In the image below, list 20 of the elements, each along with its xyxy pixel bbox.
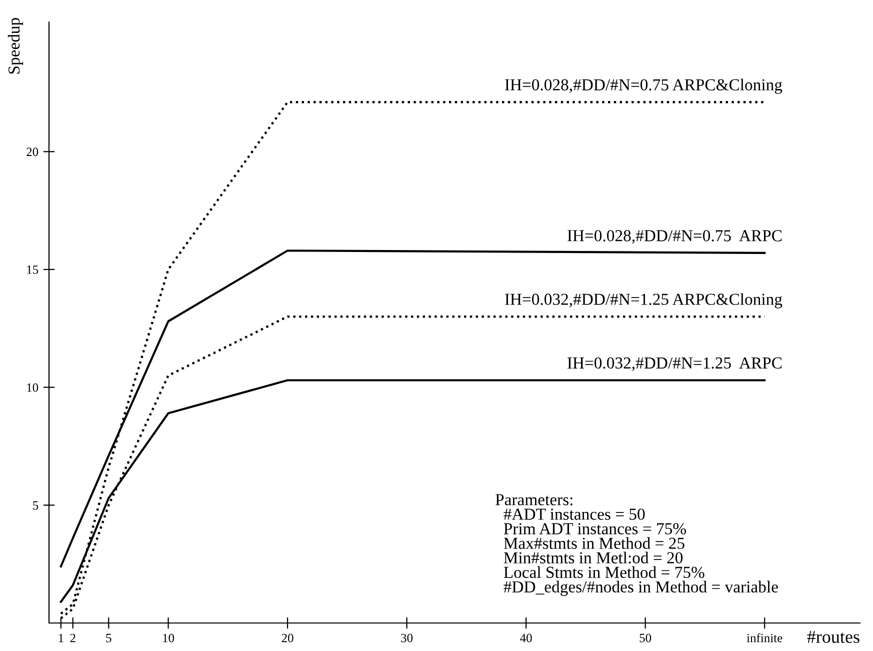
y-axis-title: Speedup [8,18,24,74]
x-tick-label: 2 [70,634,76,642]
x-axis-title: #routes [807,630,860,643]
series-label: IH=0.032,#DD/#N=1.25 ARPC [568,357,782,372]
x-tick-label: 20 [282,634,294,642]
x-tick-label: 30 [401,634,413,642]
annotation: Parameters: #ADT instances = 50 Prim ADT instances = 75% Max#stmts in Method = 25 Min#stmts in Metl:od = 20 Local Stmts in Method = 75% #DD_edges/#nodes in Method = variable [496,494,778,596]
series-label: IH=0.028,#DD/#N=0.75 ARPC&Cloning [504,78,782,94]
x-tick-label: 50 [640,634,652,642]
series-label: IH=0.028,#DD/#N=0.75 ARPC [568,230,782,244]
x-tick-label: 40 [520,634,532,642]
x-tick-label: infinite [746,633,782,642]
y-tick-label: 10 [27,383,38,392]
y-tick-label: 5 [33,501,38,510]
y-tick-label: 15 [27,266,38,274]
x-tick-label: 10 [163,634,174,642]
x-tick-label: 1 [58,634,64,642]
series-label: IH=0.032,#DD/#N=1.25 ARPC&Cloning [504,293,782,308]
x-tick-label: 5 [106,634,112,642]
y-tick-label: 20 [26,148,38,156]
